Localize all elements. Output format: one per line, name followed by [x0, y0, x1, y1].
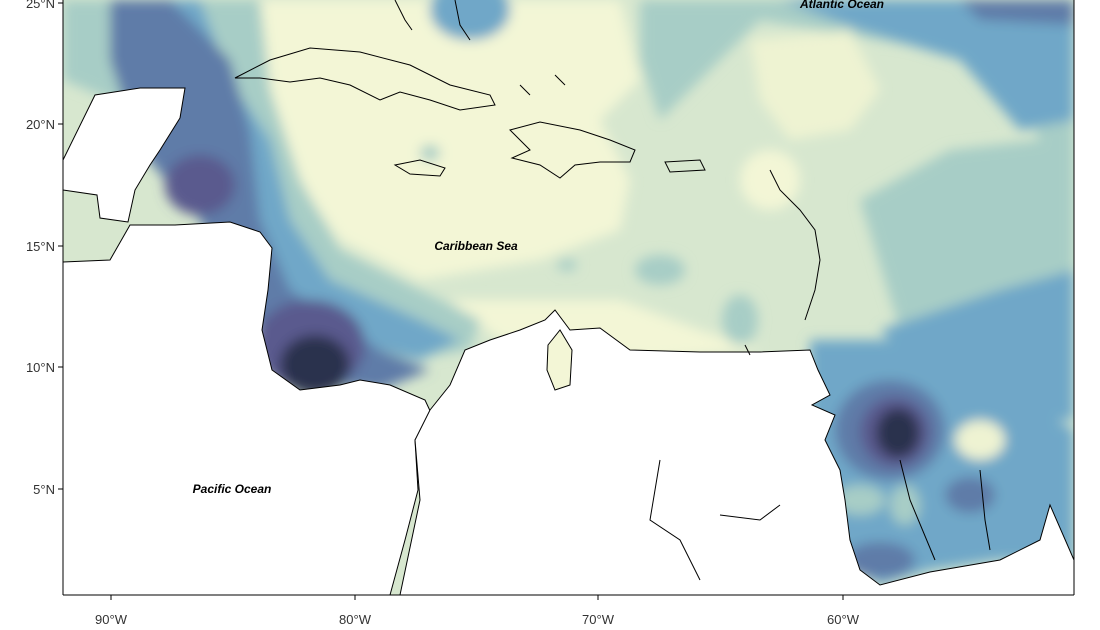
- lesser-antilles: [744, 169, 821, 356]
- y-tick-label: 25°N: [26, 0, 55, 11]
- jamaica: [393, 159, 446, 177]
- map-field: [63, 0, 1074, 595]
- bahamas: [394, 0, 566, 96]
- place-label: Pacific Ocean: [193, 482, 272, 496]
- x-tick-label: 90°W: [95, 612, 128, 627]
- place-label: Atlantic Ocean: [799, 0, 884, 11]
- place-label: Caribbean Sea: [434, 239, 518, 253]
- central-america: [63, 221, 433, 595]
- borders: [649, 459, 991, 581]
- x-tick-label: 70°W: [582, 612, 615, 627]
- cuba: [234, 47, 496, 111]
- ticks: [58, 2, 844, 600]
- y-tick-label: 5°N: [33, 482, 55, 497]
- hispaniola: [509, 121, 636, 179]
- x-tick-label: 80°W: [339, 612, 372, 627]
- puerto-rico: [664, 159, 706, 173]
- yucatan: [63, 87, 186, 223]
- y-tick-label: 10°N: [26, 360, 55, 375]
- x-tick-label: 60°W: [827, 612, 860, 627]
- y-tick-label: 15°N: [26, 239, 55, 254]
- y-tick-label: 20°N: [26, 117, 55, 132]
